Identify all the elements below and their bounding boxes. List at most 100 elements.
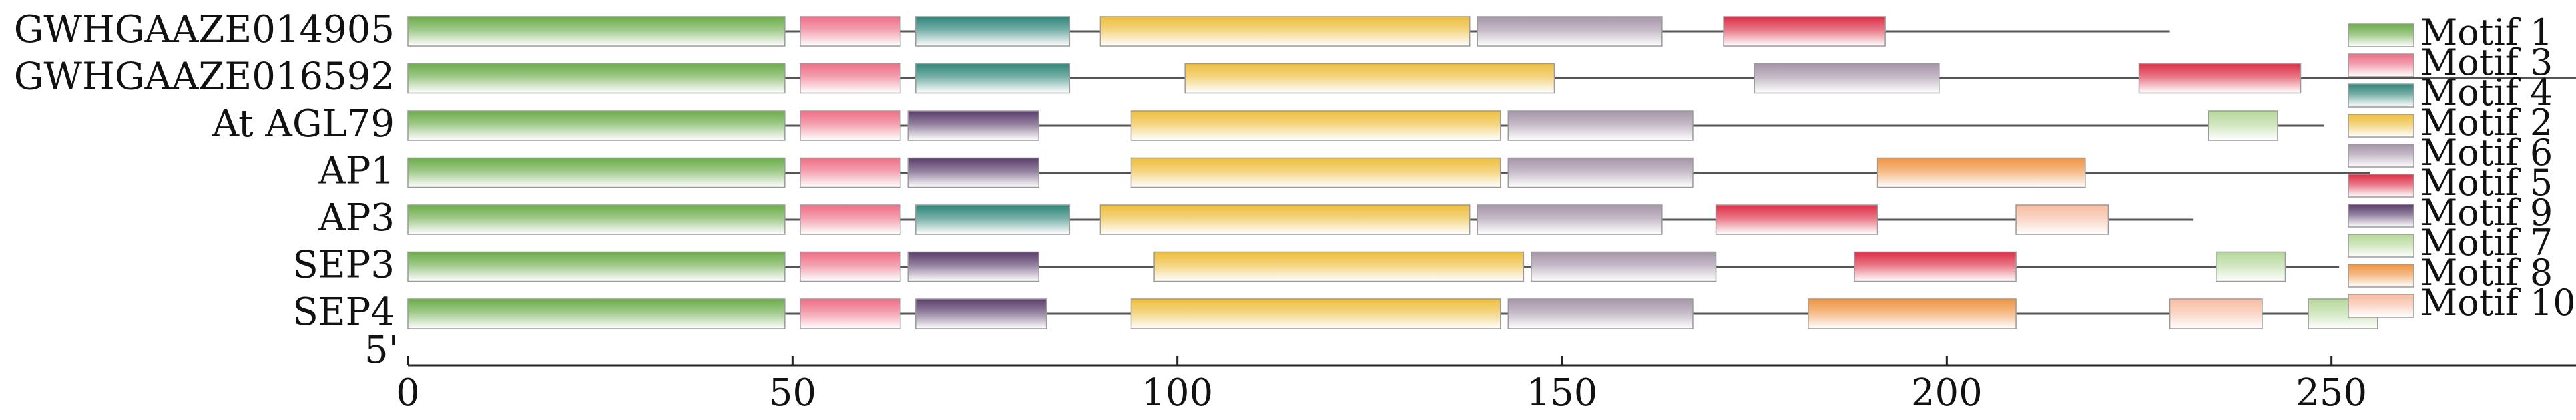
x-tick-label: 0: [396, 371, 420, 415]
legend-label: Motif 4: [2420, 71, 2553, 114]
legend-item: Motif 5: [2348, 162, 2553, 204]
motif-box-motif-2: [1099, 204, 1471, 235]
motif-box-motif-9: [907, 251, 1039, 282]
motif-box-motif-6: [1754, 63, 1940, 94]
legend-swatch-motif-6: [2348, 144, 2414, 168]
sequence-label: SEP3: [292, 244, 395, 287]
x-tick-label: 200: [1911, 371, 1983, 415]
sequence-row: SEP3: [292, 244, 2340, 287]
motif-box-motif-6: [1507, 110, 1694, 141]
legend-label: Motif 10: [2420, 282, 2576, 324]
legend-swatch-motif-3: [2348, 53, 2414, 77]
legend-swatch-motif-5: [2348, 174, 2414, 198]
legend-label: Motif 8: [2420, 252, 2553, 294]
motif-box-motif-1: [407, 298, 786, 329]
motif-box-motif-4: [915, 204, 1071, 235]
motif-box-motif-2: [1184, 63, 1555, 94]
x-tick-label: 150: [1527, 371, 1598, 415]
legend-swatch-motif-8: [2348, 264, 2414, 288]
legend-label: Motif 3: [2420, 41, 2553, 83]
sequence-label: AP1: [318, 150, 395, 193]
legend-label: Motif 5: [2420, 162, 2553, 204]
motif-box-motif-5: [1723, 16, 1886, 47]
legend-item: Motif 7: [2348, 222, 2553, 264]
five-prime-label: 5': [364, 329, 399, 372]
x-tick-label: 100: [1141, 371, 1213, 415]
legend-item: Motif 4: [2348, 71, 2553, 114]
sequence-label: SEP4: [292, 290, 395, 334]
sequence-label: GWHGAAZE014905: [14, 8, 395, 51]
x-axis: 0501001502002503005'3': [364, 329, 2576, 415]
motif-box-motif-6: [1477, 16, 1663, 47]
motif-box-motif-4: [915, 63, 1071, 94]
motif-box-motif-2: [1153, 251, 1525, 282]
legend-swatch-motif-1: [2348, 23, 2414, 47]
legend-swatch-motif-2: [2348, 114, 2414, 138]
motif-box-motif-6: [1531, 251, 1717, 282]
legend-swatch-motif-4: [2348, 83, 2414, 108]
motif-box-motif-5: [2138, 63, 2302, 94]
motif-box-motif-4: [915, 16, 1071, 47]
motif-box-motif-3: [800, 204, 901, 235]
motif-box-motif-3: [800, 157, 901, 188]
motif-box-motif-7: [2216, 251, 2286, 282]
legend-item: Motif 3: [2348, 41, 2553, 83]
motif-box-motif-9: [915, 298, 1047, 329]
sequence-row: AP1: [318, 150, 2370, 193]
legend-label: Motif 9: [2420, 192, 2553, 234]
motif-box-motif-1: [407, 16, 786, 47]
legend-swatch-motif-10: [2348, 294, 2414, 318]
motif-box-motif-1: [407, 251, 786, 282]
legend-item: Motif 8: [2348, 252, 2553, 294]
motif-box-motif-2: [1130, 298, 1501, 329]
sequence-row: GWHGAAZE016592: [14, 55, 2576, 99]
motif-box-motif-6: [1507, 157, 1694, 188]
legend-label: Motif 2: [2420, 101, 2553, 144]
sequence-row: AP3: [318, 196, 2194, 240]
motif-box-motif-9: [907, 157, 1039, 188]
motif-box-motif-5: [1715, 204, 1878, 235]
motif-box-motif-2: [1099, 16, 1471, 47]
sequence-label: At AGL79: [212, 102, 395, 146]
legend-item: Motif 10: [2348, 282, 2576, 324]
motif-box-motif-8: [1876, 157, 2086, 188]
motif-box-motif-3: [800, 298, 901, 329]
legend-item: Motif 6: [2348, 132, 2553, 174]
legend-item: Motif 2: [2348, 101, 2553, 144]
legend-item: Motif 1: [2348, 11, 2553, 53]
legend-item: Motif 9: [2348, 192, 2553, 234]
motif-box-motif-3: [800, 110, 901, 141]
motif-box-motif-3: [800, 251, 901, 282]
legend-label: Motif 1: [2420, 11, 2553, 53]
motif-box-motif-2: [1130, 157, 1501, 188]
motif-box-motif-3: [800, 63, 901, 94]
motif-box-motif-2: [1130, 110, 1501, 141]
motif-box-motif-1: [407, 63, 786, 94]
motif-box-motif-8: [1808, 298, 2017, 329]
sequence-row: GWHGAAZE014905: [14, 8, 2170, 51]
motif-box-motif-1: [407, 110, 786, 141]
sequence-label: AP3: [318, 196, 395, 240]
motif-box-motif-6: [1507, 298, 1694, 329]
x-tick-label: 50: [769, 371, 816, 415]
sequence-row: At AGL79: [212, 102, 2324, 146]
motif-box-motif-6: [1477, 204, 1663, 235]
motif-box-motif-7: [2208, 110, 2278, 141]
motif-box-motif-10: [2015, 204, 2109, 235]
motif-box-motif-1: [407, 157, 786, 188]
motif-box-motif-1: [407, 204, 786, 235]
legend-swatch-motif-7: [2348, 234, 2414, 258]
legend-swatch-motif-9: [2348, 204, 2414, 228]
legend-label: Motif 6: [2420, 132, 2553, 174]
motif-box-motif-10: [2169, 298, 2263, 329]
motif-box-motif-3: [800, 16, 901, 47]
legend-label: Motif 7: [2420, 222, 2553, 264]
motif-box-motif-5: [1854, 251, 2017, 282]
motif-box-motif-9: [907, 110, 1039, 141]
sequence-label: GWHGAAZE016592: [14, 55, 395, 99]
sequence-row: SEP4: [292, 290, 2386, 334]
x-tick-label: 250: [2296, 371, 2367, 415]
